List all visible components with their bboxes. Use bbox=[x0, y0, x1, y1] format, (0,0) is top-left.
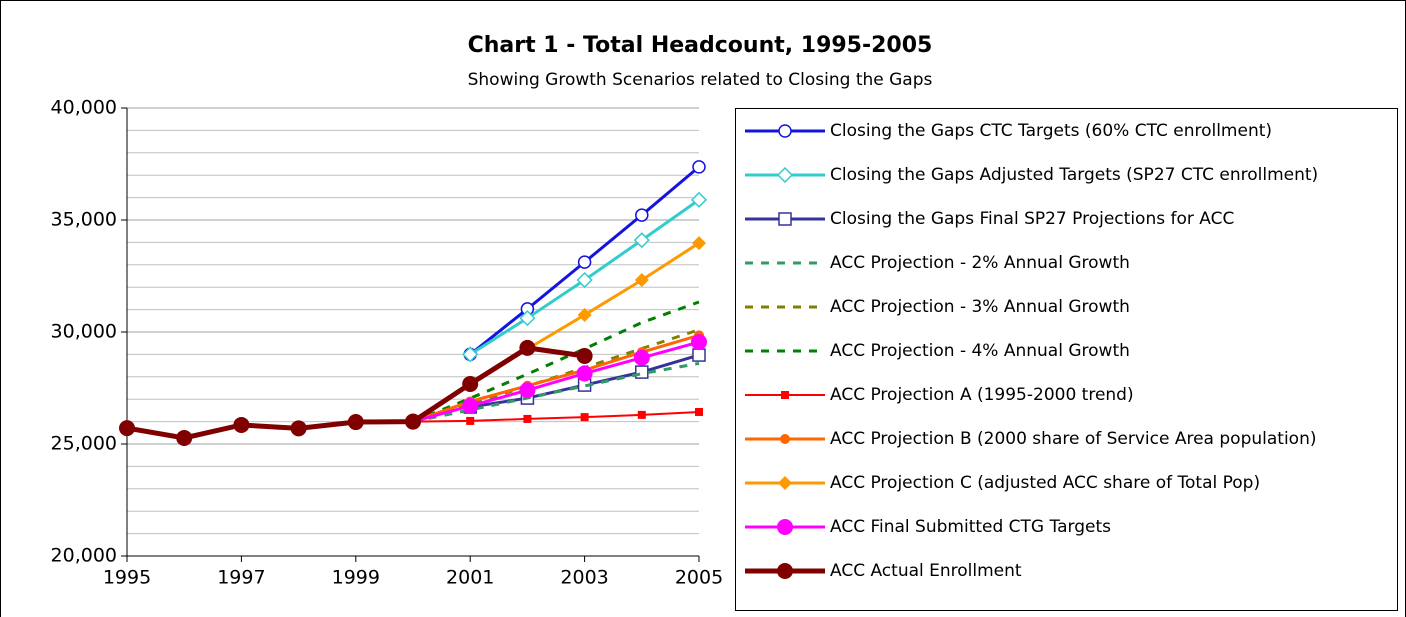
series-line bbox=[412, 333, 700, 424]
marker bbox=[692, 348, 706, 362]
marker bbox=[519, 339, 536, 356]
marker bbox=[633, 349, 650, 366]
marker bbox=[576, 365, 593, 382]
legend: Closing the Gaps CTC Targets (60% CTC en… bbox=[745, 121, 1318, 581]
series bbox=[412, 361, 700, 424]
y-tick-label: 40,000 bbox=[51, 97, 117, 119]
series-line bbox=[412, 300, 700, 423]
legend-label: ACC Projection B (2000 share of Service … bbox=[830, 429, 1316, 449]
legend-label: ACC Actual Enrollment bbox=[830, 561, 1022, 581]
marker bbox=[580, 413, 589, 422]
marker bbox=[633, 232, 650, 249]
marker bbox=[690, 191, 708, 208]
marker bbox=[519, 310, 536, 327]
plot bbox=[119, 160, 708, 446]
marker bbox=[691, 334, 707, 351]
marker bbox=[637, 410, 646, 419]
series bbox=[119, 339, 593, 446]
marker bbox=[347, 414, 364, 431]
legend-label: ACC Final Submitted CTG Targets bbox=[830, 517, 1111, 537]
marker bbox=[577, 307, 592, 322]
marker bbox=[233, 416, 250, 433]
marker bbox=[634, 273, 649, 288]
y-tick-label: 20,000 bbox=[51, 545, 117, 567]
marker bbox=[577, 255, 592, 269]
legend-marker bbox=[777, 563, 793, 579]
x-tick-label: 2003 bbox=[560, 567, 608, 589]
legend-marker bbox=[780, 434, 790, 444]
x-tick-label: 1995 bbox=[103, 567, 151, 589]
marker bbox=[576, 347, 593, 364]
legend-label: ACC Projection - 3% Annual Growth bbox=[830, 297, 1130, 317]
marker bbox=[692, 160, 706, 174]
marker bbox=[635, 365, 649, 379]
marker bbox=[176, 429, 193, 446]
marker bbox=[462, 375, 479, 392]
x-tick-label: 1999 bbox=[332, 567, 380, 589]
legend-marker bbox=[781, 391, 789, 399]
marker bbox=[519, 382, 536, 399]
legend-label: ACC Projection - 4% Annual Growth bbox=[830, 341, 1130, 361]
y-tick-label: 25,000 bbox=[51, 433, 117, 455]
series bbox=[412, 300, 700, 423]
x-tick-label: 1997 bbox=[217, 567, 265, 589]
legend-marker bbox=[777, 519, 793, 535]
marker bbox=[466, 416, 475, 425]
marker bbox=[462, 346, 479, 363]
x-tick-label: 2001 bbox=[446, 567, 494, 589]
legend-label: Closing the Gaps Final SP27 Projections … bbox=[830, 209, 1234, 229]
chart-title: Chart 1 - Total Headcount, 1995-2005 bbox=[468, 33, 933, 58]
legend-marker bbox=[778, 212, 792, 226]
series-line bbox=[412, 410, 700, 423]
marker bbox=[405, 413, 421, 430]
legend-label: Closing the Gaps Adjusted Targets (SP27 … bbox=[830, 165, 1318, 185]
legend-marker bbox=[778, 476, 792, 490]
marker bbox=[635, 208, 649, 222]
legend-label: ACC Projection C (adjusted ACC share of … bbox=[830, 473, 1260, 493]
x-tick-label: 2005 bbox=[675, 567, 723, 589]
series-line bbox=[412, 361, 700, 424]
chart-subtitle: Showing Growth Scenarios related to Clos… bbox=[468, 70, 933, 90]
legend-label: ACC Projection A (1995-2000 trend) bbox=[830, 385, 1134, 405]
marker bbox=[692, 236, 706, 251]
y-tick-label: 35,000 bbox=[51, 209, 117, 231]
marker bbox=[576, 271, 593, 289]
legend-marker bbox=[776, 166, 794, 184]
series bbox=[462, 191, 708, 363]
grid: 20,000 25,000 30,000 35,000 40,000 1995 1997 19… bbox=[51, 97, 724, 589]
marker bbox=[695, 407, 703, 416]
marker bbox=[119, 420, 135, 437]
y-tick-label: 30,000 bbox=[51, 321, 117, 343]
series-line bbox=[412, 340, 700, 424]
marker bbox=[290, 420, 307, 437]
legend-box bbox=[735, 108, 1398, 611]
marker bbox=[462, 397, 479, 414]
legend-marker bbox=[778, 124, 792, 138]
legend-label: Closing the Gaps CTC Targets (60% CTC en… bbox=[830, 121, 1272, 141]
marker bbox=[523, 414, 532, 423]
legend-label: ACC Projection - 2% Annual Growth bbox=[830, 253, 1130, 273]
